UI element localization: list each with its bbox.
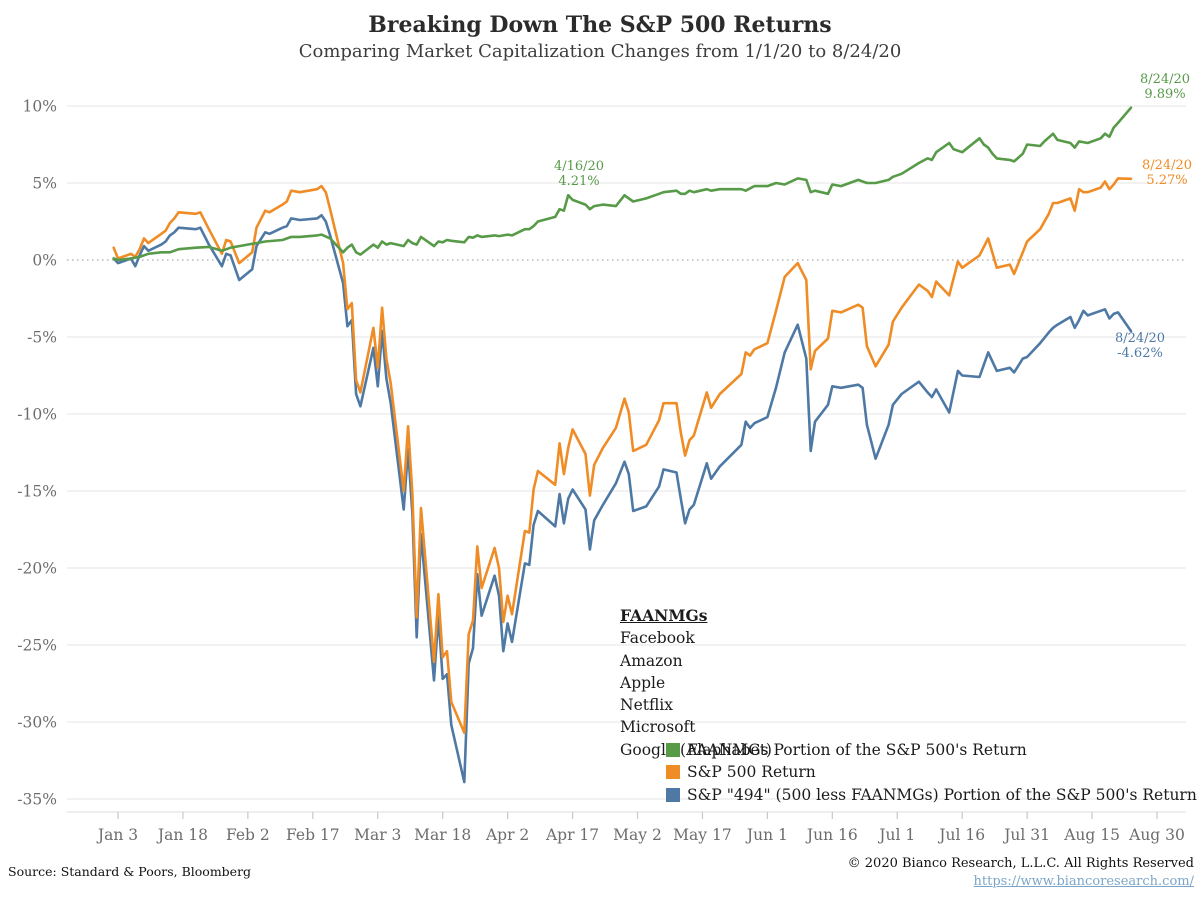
legend-label: S&P "494" (500 less FAANMGs) Portion of … <box>687 785 1197 804</box>
annotation-date: 8/24/20 <box>1141 158 1193 173</box>
y-tick-label: -30% <box>17 714 57 732</box>
chart-title: Breaking Down The S&P 500 Returns <box>368 12 832 38</box>
x-tick-label: Aug 15 <box>1063 826 1120 844</box>
y-tick-label: -25% <box>17 637 57 655</box>
y-tick-label: 5% <box>32 175 57 193</box>
x-tick-label: Jan 18 <box>156 826 208 844</box>
x-tick-label: Jul 1 <box>877 826 915 844</box>
source-note: Source: Standard & Poors, Bloomberg <box>8 864 252 879</box>
x-tick-label: Apr 17 <box>545 826 599 844</box>
legend: FAANMGs Portion of the S&P 500's Return … <box>666 739 1197 806</box>
x-tick-label: May 2 <box>613 826 662 844</box>
faanmg-company: Amazon <box>620 651 683 670</box>
faanmg-company: Apple <box>620 673 666 692</box>
annotation-value: 4.21% <box>558 174 600 189</box>
annotation-value: -4.62% <box>1117 346 1163 361</box>
legend-swatch-blue <box>666 787 680 802</box>
annotation-date: 4/16/20 <box>553 159 605 174</box>
x-tick-label: Aug 30 <box>1128 826 1185 844</box>
chart-subtitle: Comparing Market Capitalization Changes … <box>298 41 902 62</box>
x-tick-label: Jul 16 <box>937 826 985 844</box>
x-tick-label: Feb 17 <box>286 826 340 844</box>
faanmg-heading: FAANMGs <box>620 606 708 625</box>
series-line <box>112 177 1133 735</box>
copyright-note: © 2020 Bianco Research, L.L.C. All Right… <box>847 856 1194 871</box>
legend-label: S&P 500 Return <box>687 763 816 782</box>
annotation-date: 8/24/20 <box>1139 72 1191 87</box>
annotation-orange-end: 8/24/20 5.27% <box>1112 158 1200 188</box>
annotation-value: 9.89% <box>1144 87 1186 102</box>
annotation-green-end: 8/24/20 9.89% <box>1110 72 1200 102</box>
series-line <box>112 214 1133 784</box>
legend-item-sp500: S&P 500 Return <box>666 761 1197 783</box>
series-line <box>112 106 1133 262</box>
x-tick-label: May 17 <box>673 826 732 844</box>
annotation-date: 8/24/20 <box>1114 331 1166 346</box>
y-tick-label: -5% <box>27 329 57 347</box>
x-tick-label: Apr 2 <box>485 826 529 844</box>
x-tick-label: Mar 3 <box>354 826 401 844</box>
legend-item-faanmg: FAANMGs Portion of the S&P 500's Return <box>666 739 1197 761</box>
faanmg-company: Google (Alaphabet) <box>620 740 772 759</box>
annotation-value: 5.27% <box>1146 173 1188 188</box>
annotation-green-mid: 4/16/20 4.21% <box>524 159 634 189</box>
x-tick-label: Jan 3 <box>96 826 138 844</box>
x-tick-label: Jul 31 <box>1002 826 1050 844</box>
y-tick-label: -10% <box>17 406 57 424</box>
faanmg-company: Microsoft <box>620 718 696 737</box>
legend-swatch-orange <box>666 765 680 780</box>
website-link[interactable]: https://www.biancoresearch.com/ <box>973 874 1194 889</box>
y-tick-label: 0% <box>32 252 57 270</box>
x-tick-label: Jun 16 <box>805 826 858 844</box>
faanmg-company: Facebook <box>620 629 695 648</box>
y-tick-label: 10% <box>23 98 57 116</box>
x-tick-label: Jun 1 <box>745 826 788 844</box>
legend-item-sp494: S&P "494" (500 less FAANMGs) Portion of … <box>666 784 1197 806</box>
legend-swatch-green <box>666 743 680 758</box>
faanmg-company: Netflix <box>620 696 674 715</box>
legend-label: FAANMGs Portion of the S&P 500's Return <box>687 741 1027 760</box>
y-tick-label: -35% <box>17 791 57 809</box>
y-tick-label: -20% <box>17 560 57 578</box>
x-tick-label: Feb 2 <box>226 826 270 844</box>
x-tick-label: Mar 18 <box>414 826 471 844</box>
faanmg-box: FAANMGs Facebook Amazon Apple Netflix Mi… <box>620 605 772 761</box>
y-tick-label: -15% <box>17 483 57 501</box>
annotation-blue-end: 8/24/20 -4.62% <box>1085 331 1195 361</box>
